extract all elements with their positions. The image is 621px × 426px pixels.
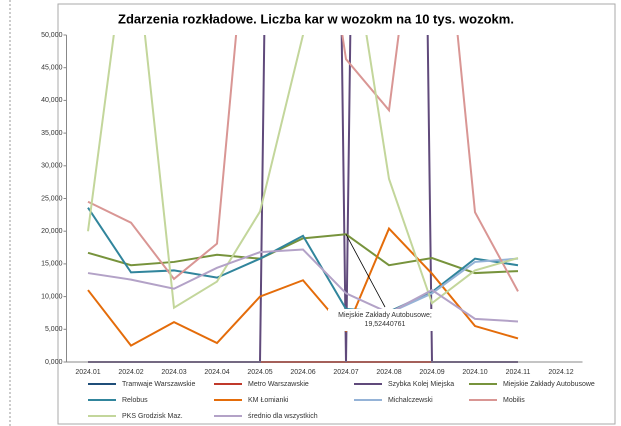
legend-label: Michalczewski bbox=[388, 397, 433, 404]
legend-label: Tramwaje Warszawskie bbox=[122, 381, 195, 388]
legend-label: średnio dla wszystkich bbox=[248, 413, 318, 420]
y-tick-label: 15,000 bbox=[41, 261, 63, 268]
annotation: 19,52440761 bbox=[365, 321, 406, 328]
legend-label: PKS Grodzisk Maz. bbox=[122, 413, 183, 420]
y-tick-label: 5,000 bbox=[45, 326, 63, 333]
x-tick-label: 2024.02 bbox=[118, 369, 143, 376]
legend-label: Szybka Kolej Miejska bbox=[388, 381, 454, 388]
y-tick-label: 40,000 bbox=[41, 97, 63, 104]
legend-label: Relobus bbox=[122, 397, 148, 404]
y-tick-label: 0,000 bbox=[45, 359, 63, 366]
y-tick-label: 20,000 bbox=[41, 228, 63, 235]
x-tick-label: 2024.01 bbox=[75, 369, 100, 376]
chart-title: Zdarzenia rozkładowe. Liczba kar w wozok… bbox=[118, 11, 514, 26]
x-tick-label: 2024.05 bbox=[247, 369, 272, 376]
y-tick-label: 50,000 bbox=[41, 32, 63, 39]
series-line bbox=[87, 248, 519, 323]
chart-frame bbox=[57, 3, 616, 425]
legend-label: KM Łomianki bbox=[248, 397, 289, 404]
series-line bbox=[87, 35, 519, 310]
x-tick-label: 2024.10 bbox=[462, 369, 487, 376]
x-tick-label: 2024.03 bbox=[161, 369, 186, 376]
series-line bbox=[87, 233, 519, 275]
x-tick-label: 2024.08 bbox=[376, 369, 401, 376]
legend-label: Metro Warszawskie bbox=[248, 381, 309, 388]
series-line bbox=[87, 35, 519, 292]
x-tick-label: 2024.11 bbox=[506, 369, 531, 376]
x-tick-label: 2024.09 bbox=[419, 369, 444, 376]
annotation-leader bbox=[345, 234, 386, 308]
series-line bbox=[388, 257, 519, 314]
annotation-bg bbox=[328, 309, 442, 331]
legend-label: Miejskie Zakłady Autobusowe bbox=[503, 381, 595, 388]
y-tick-label: 10,000 bbox=[41, 293, 63, 300]
y-tick-label: 35,000 bbox=[41, 130, 63, 137]
annotation: Miejskie Zakłady Autobusowe; bbox=[338, 312, 432, 319]
x-tick-label: 2024.12 bbox=[548, 369, 573, 376]
y-tick-label: 25,000 bbox=[41, 195, 63, 202]
series-line bbox=[87, 207, 519, 313]
x-tick-label: 2024.04 bbox=[204, 369, 229, 376]
x-tick-label: 2024.07 bbox=[333, 369, 358, 376]
x-tick-label: 2024.06 bbox=[290, 369, 315, 376]
y-tick-label: 30,000 bbox=[41, 163, 63, 170]
legend-label: Mobilis bbox=[503, 397, 525, 404]
y-tick-label: 45,000 bbox=[41, 65, 63, 72]
